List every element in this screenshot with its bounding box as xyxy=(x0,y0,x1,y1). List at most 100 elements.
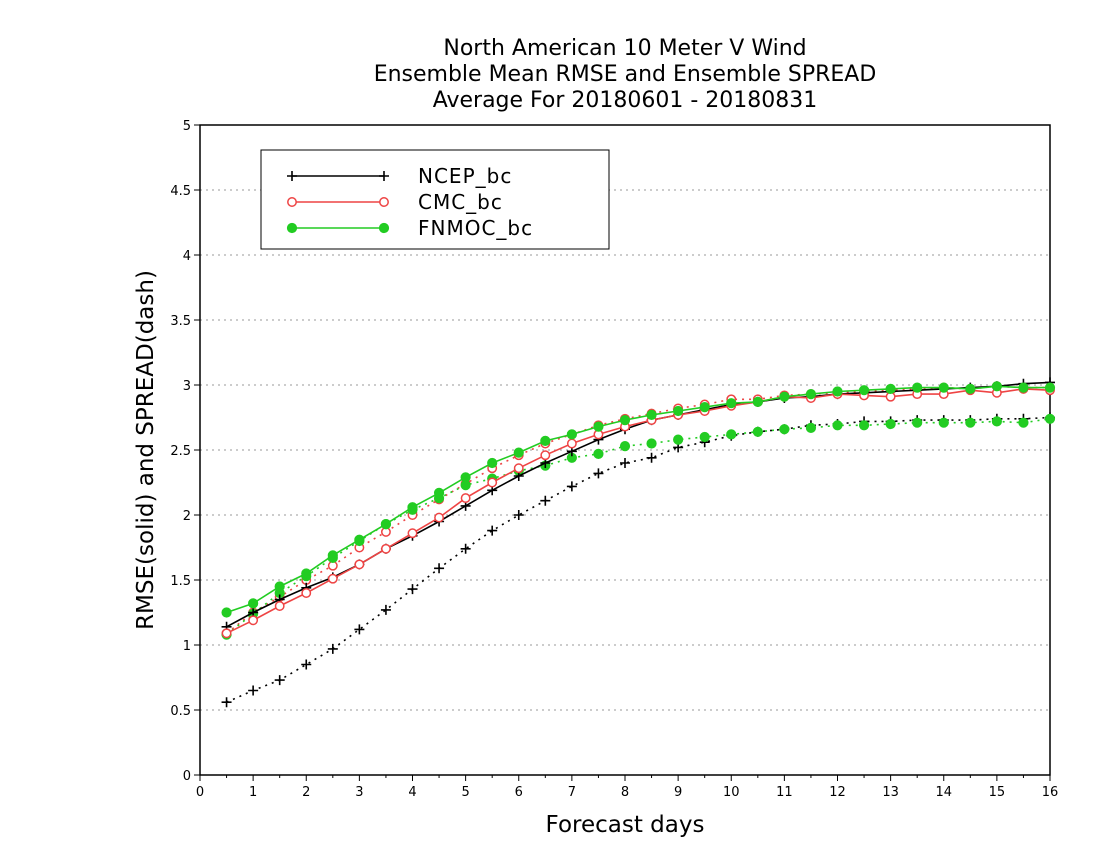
data-point xyxy=(646,438,657,449)
data-point xyxy=(858,420,870,431)
data-point xyxy=(912,417,923,428)
data-point xyxy=(646,409,657,420)
data-point xyxy=(991,416,1002,427)
legend-marker xyxy=(287,197,297,207)
data-point xyxy=(699,431,710,443)
data-point xyxy=(221,607,232,618)
legend-marker xyxy=(287,171,297,181)
legend-entry-ncep-bc: NCEP_bc xyxy=(287,164,511,188)
data-point xyxy=(434,512,445,523)
data-point xyxy=(380,519,392,530)
data-point xyxy=(965,417,976,428)
data-point xyxy=(593,421,604,432)
data-point xyxy=(858,385,870,396)
data-point xyxy=(938,417,949,428)
data-point xyxy=(354,534,365,545)
data-point xyxy=(619,415,631,426)
series-line-fnmoc-bc-spread xyxy=(226,418,1051,636)
x-tick-label: 1 xyxy=(249,785,257,800)
y-tick-label: 0 xyxy=(183,769,191,784)
y-tick-label: 2.5 xyxy=(170,444,191,459)
data-point xyxy=(540,495,551,506)
data-point xyxy=(354,559,365,570)
x-tick-label: 10 xyxy=(723,785,740,800)
data-point xyxy=(460,543,471,554)
data-point xyxy=(566,438,577,449)
y-axis-label: RMSE(solid) and SPREAD(dash) xyxy=(133,270,159,630)
data-point xyxy=(433,487,445,498)
data-point xyxy=(752,426,763,437)
y-tick-label: 2 xyxy=(183,509,191,524)
data-point xyxy=(779,424,790,435)
data-point xyxy=(779,391,790,402)
data-point xyxy=(407,528,418,539)
y-tick-label: 5 xyxy=(183,119,191,134)
legend-marker xyxy=(379,171,389,181)
y-tick-label: 0.5 xyxy=(170,704,191,719)
data-point xyxy=(327,643,338,654)
data-point xyxy=(487,525,498,536)
data-point xyxy=(301,659,312,670)
x-tick-label: 0 xyxy=(196,785,204,800)
x-tick-label: 14 xyxy=(935,785,952,800)
data-point xyxy=(540,435,551,446)
x-tick-label: 2 xyxy=(302,785,310,800)
data-point xyxy=(513,463,524,474)
data-point xyxy=(1018,417,1029,428)
legend-box xyxy=(260,149,610,250)
data-point xyxy=(248,685,259,696)
legend-marker xyxy=(379,197,389,207)
data-point xyxy=(673,405,684,417)
x-tick-label: 8 xyxy=(621,785,629,800)
legend-entry-cmc-bc: CMC_bc xyxy=(287,190,503,214)
y-tick-label: 4 xyxy=(183,249,191,264)
data-point xyxy=(832,420,843,431)
series-line-cmc-bc xyxy=(226,388,1051,635)
gridlines xyxy=(200,189,1050,711)
y-tick-label: 1.5 xyxy=(170,574,191,589)
series-fnmoc-bc xyxy=(221,381,1056,618)
series-group xyxy=(221,377,1056,708)
data-point xyxy=(301,588,312,598)
data-point xyxy=(885,418,896,430)
x-tick-label: 9 xyxy=(674,785,682,800)
x-axis-label: Forecast days xyxy=(546,812,705,838)
y-tick-label: 3 xyxy=(183,379,191,394)
series-fnmoc-bc-spread xyxy=(221,413,1056,640)
chart-title-line-2: Ensemble Mean RMSE and Ensemble SPREAD xyxy=(373,62,877,87)
series-line-ncep-bc-spread xyxy=(226,416,1051,703)
x-tick-label: 7 xyxy=(568,785,576,800)
data-point xyxy=(726,398,737,409)
data-point xyxy=(327,550,338,561)
x-tick-label: 13 xyxy=(882,785,899,800)
x-tick-label: 3 xyxy=(355,785,363,800)
x-tick-label: 6 xyxy=(515,785,523,800)
data-point xyxy=(407,502,418,513)
axis-ticks: 00.511.522.533.544.550 1 2 3 4 5 6 7 8 9 10 11 12 13 1… xyxy=(170,119,1058,800)
data-point xyxy=(566,429,577,440)
legend-label: CMC_bc xyxy=(418,190,503,214)
data-point xyxy=(1018,382,1029,393)
data-point xyxy=(513,510,524,520)
data-point xyxy=(646,452,657,463)
x-tick-label: 5 xyxy=(461,785,469,800)
data-point xyxy=(593,448,604,459)
data-point xyxy=(380,543,391,554)
x-tick-label: 11 xyxy=(776,785,793,800)
chart-title-line-3: Average For 20180601 - 20180831 xyxy=(432,88,818,113)
data-point xyxy=(965,383,976,394)
data-point xyxy=(805,389,817,400)
chart-title-line-1: North American 10 Meter V Wind xyxy=(443,36,807,61)
data-point xyxy=(540,450,551,461)
data-point xyxy=(274,675,285,686)
legend-entry-fnmoc-bc: FNMOC_bc xyxy=(286,216,532,240)
legend-marker xyxy=(378,222,390,234)
data-point xyxy=(726,429,737,440)
x-tick-label: 12 xyxy=(829,785,846,800)
data-point xyxy=(513,447,524,458)
data-point xyxy=(221,628,232,639)
y-tick-label: 4.5 xyxy=(170,184,191,199)
data-point xyxy=(832,386,843,397)
data-point xyxy=(301,568,312,579)
